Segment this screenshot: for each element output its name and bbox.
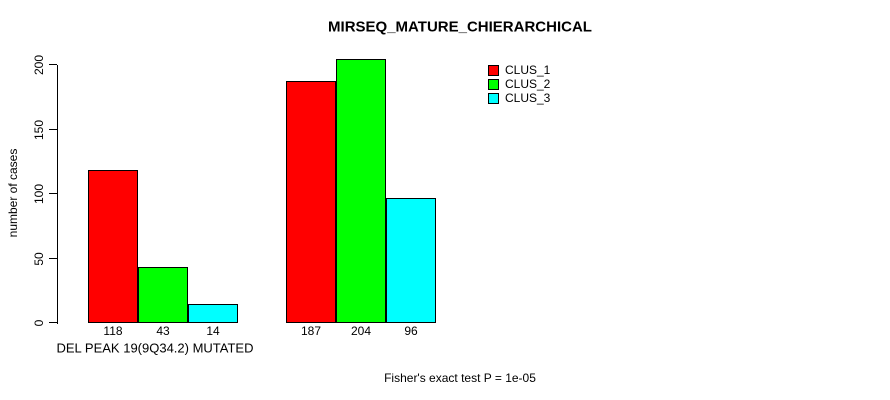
y-axis-tick [49, 64, 57, 65]
bar-value-label: 14 [206, 324, 220, 338]
bar-clus_2-group2 [336, 59, 386, 323]
bar-clus_1-group2 [286, 81, 336, 323]
bar-value-label: 118 [103, 324, 123, 338]
legend-label: CLUS_2 [505, 77, 551, 91]
fisher-test-annotation: Fisher's exact test P = 1e-05 [384, 371, 536, 385]
bar-value-label: 43 [156, 324, 170, 338]
y-axis-tick-label: 200 [32, 54, 46, 76]
y-axis-tick-label: 100 [32, 183, 46, 205]
legend-swatch-clus-2 [488, 78, 499, 90]
legend-entry-clus-3: CLUS_3 [488, 91, 550, 105]
legend-swatch-clus-1 [488, 64, 499, 76]
bar-value-label: 204 [350, 324, 372, 338]
bar-clus_3-group2 [386, 198, 436, 323]
bar-clus_3-group1 [188, 304, 238, 323]
legend-label: CLUS_1 [505, 63, 551, 77]
y-axis-tick-label: 150 [32, 119, 46, 141]
y-axis-tick [49, 129, 57, 130]
chart-title: MIRSEQ_MATURE_CHIERARCHICAL [328, 18, 592, 36]
y-axis-title: number of cases [6, 148, 20, 238]
legend-swatch-clus-3 [488, 92, 499, 104]
y-axis-tick-label: 50 [32, 252, 46, 266]
bar-clus_1-group1 [88, 170, 138, 323]
legend-entry-clus-2: CLUS_2 [488, 77, 550, 91]
legend: CLUS_1 CLUS_2 CLUS_3 [488, 63, 550, 105]
legend-entry-clus-1: CLUS_1 [488, 63, 550, 77]
x-axis-label: DEL PEAK 19(9Q34.2) MUTATED [56, 340, 254, 356]
y-axis-line [57, 65, 58, 324]
legend-label: CLUS_3 [505, 91, 551, 105]
y-axis-tick [49, 258, 57, 259]
bar-value-label: 96 [404, 324, 418, 338]
y-axis-tick-label: 0 [32, 319, 46, 327]
bar-clus_2-group1 [138, 267, 188, 323]
y-axis-tick [49, 193, 57, 194]
y-axis-tick [49, 322, 57, 323]
bar-value-label: 187 [300, 324, 322, 338]
